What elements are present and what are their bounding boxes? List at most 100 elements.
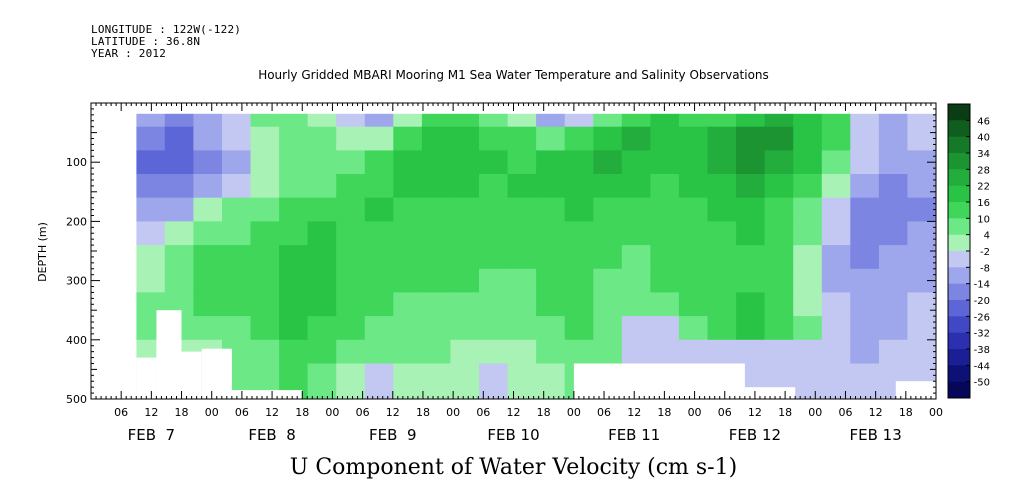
heatmap-cell xyxy=(793,174,823,199)
heatmap-cell xyxy=(793,268,823,294)
heatmap-cell xyxy=(336,174,366,199)
heatmap-cell xyxy=(793,245,823,270)
heatmap-cell xyxy=(279,339,309,365)
heatmap-cell xyxy=(564,126,594,151)
heatmap-cell xyxy=(793,292,823,317)
colorbar-swatch xyxy=(948,251,970,268)
heatmap-cell xyxy=(222,245,252,270)
heatmap-cell xyxy=(764,245,794,270)
heatmap-cell xyxy=(222,113,252,128)
x-hour-label: 06 xyxy=(235,406,249,419)
y-tick-label: 400 xyxy=(66,334,87,347)
heatmap-cell xyxy=(736,268,766,294)
heatmap-cell xyxy=(678,339,709,365)
heatmap-cell xyxy=(193,150,223,175)
colorbar-swatch xyxy=(948,153,970,170)
x-axis: 06 12 18 00 06 12 18 00 06 12 18 00 06 12 18 00 06 12 18 00… xyxy=(90,103,943,444)
heatmap-cell xyxy=(678,245,709,270)
heatmap-cell xyxy=(678,292,709,317)
heatmap-cell xyxy=(336,292,366,317)
x-hour-label: 00 xyxy=(325,406,339,419)
heatmap-cell xyxy=(479,113,509,128)
heatmap-cell xyxy=(621,113,651,128)
x-hour-label: 00 xyxy=(808,406,822,419)
heatmap-cell xyxy=(707,113,737,128)
heatmap-cell xyxy=(421,384,452,399)
heatmap-cell xyxy=(393,174,423,199)
heatmap-cell xyxy=(164,268,194,294)
heatmap-cell xyxy=(736,113,766,128)
heatmap-cell xyxy=(307,339,337,365)
heatmap-cell xyxy=(593,245,623,270)
heatmap-cell xyxy=(250,174,280,199)
heatmap-cell xyxy=(364,197,394,222)
heatmap-cell xyxy=(564,221,594,246)
heatmap-cell xyxy=(736,221,766,246)
heatmap-cell xyxy=(650,316,680,341)
heatmap-cell xyxy=(364,316,394,341)
heatmap-cell xyxy=(793,126,823,151)
heatmap-cell xyxy=(507,174,537,199)
colorbar-label: 34 xyxy=(977,149,990,160)
heatmap-cell xyxy=(393,268,423,294)
heatmap-cell xyxy=(393,126,423,151)
heatmap-cell xyxy=(707,316,737,341)
heatmap-cell xyxy=(136,150,166,175)
x-hour-label: 18 xyxy=(537,406,551,419)
heatmap-cell xyxy=(878,221,909,246)
colorbar-swatch xyxy=(948,381,970,399)
heatmap-cell xyxy=(536,113,566,128)
x-day-label: FEB 13 xyxy=(850,426,902,444)
heatmap-cell xyxy=(878,339,909,365)
heatmap-cell xyxy=(479,197,509,222)
heatmap-cell xyxy=(507,113,537,128)
heatmap-cell xyxy=(222,292,252,317)
x-hour-label: 18 xyxy=(416,406,430,419)
heatmap-cell xyxy=(507,363,537,385)
heatmap-cell xyxy=(821,197,851,222)
heatmap-cell xyxy=(850,268,880,294)
colorbar-swatch xyxy=(948,300,970,317)
y-tick-label: 300 xyxy=(66,275,87,288)
heatmap-cell xyxy=(878,316,909,341)
heatmap-cell xyxy=(878,174,909,199)
x-hour-label: 06 xyxy=(597,406,611,419)
heatmap-cell xyxy=(336,384,366,399)
heatmap-cell xyxy=(164,150,194,175)
heatmap-cell xyxy=(536,174,566,199)
heatmap-cell xyxy=(907,363,936,385)
heatmap-cell xyxy=(650,113,680,128)
colorbar-swatch xyxy=(948,365,970,382)
heatmap-cell xyxy=(307,126,337,151)
year-label: YEAR : 2012 xyxy=(91,47,167,60)
heatmap-cell xyxy=(336,245,366,270)
heatmap-cell xyxy=(193,316,223,341)
colorbar-label: -50 xyxy=(974,378,990,389)
heatmap-cell xyxy=(479,221,509,246)
heatmap-cell xyxy=(222,316,252,341)
heatmap-cell xyxy=(907,339,936,365)
heatmap-cell xyxy=(479,174,509,199)
heatmap-cell xyxy=(479,384,509,399)
heatmap-cell xyxy=(364,268,394,294)
heatmap-cell xyxy=(307,363,337,385)
x-hour-label: 12 xyxy=(265,406,279,419)
heatmap-cell xyxy=(764,126,794,151)
x-day-label: FEB 11 xyxy=(608,426,660,444)
heatmap-cell xyxy=(193,197,223,222)
heatmap-cell xyxy=(650,339,680,365)
heatmap-cell xyxy=(907,126,936,151)
heatmap-cell xyxy=(193,245,223,270)
heatmap-cell xyxy=(250,316,280,341)
heatmap-cell xyxy=(250,221,280,246)
no-data-gap xyxy=(156,310,182,399)
variable-title: U Component of Water Velocity (cm s-1) xyxy=(289,455,738,480)
heatmap-cell xyxy=(393,384,423,399)
heatmap-cell xyxy=(450,126,480,151)
heatmap-cell xyxy=(821,221,851,246)
no-data-left xyxy=(91,103,137,399)
heatmap-cell xyxy=(421,221,452,246)
heatmap-cell xyxy=(450,316,480,341)
heatmap-cell xyxy=(650,292,680,317)
x-hour-label: 00 xyxy=(567,406,581,419)
